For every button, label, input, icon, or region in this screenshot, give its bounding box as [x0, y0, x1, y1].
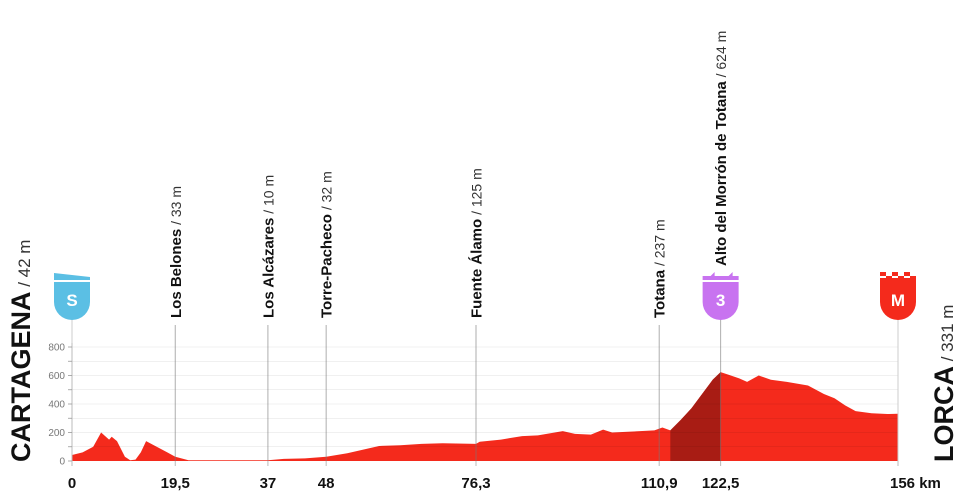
point-elevation: / 10 m [260, 175, 276, 218]
start-label: CARTAGENA / 42 m [6, 240, 36, 462]
checker-square [880, 272, 886, 276]
finish-label: LORCA / 331 m [929, 305, 959, 462]
climb-cat-3-icon: 3 [702, 272, 739, 320]
point-label: Los Alcázares / 10 m [260, 175, 277, 318]
checker-square [892, 272, 898, 276]
x-tick-label: 156 km [890, 475, 941, 492]
y-axis: 0 200 400 600 800 [48, 343, 73, 468]
start-name: CARTAGENA [6, 292, 36, 463]
x-tick-label: 37 [260, 475, 277, 492]
finish-icon-text: M [891, 291, 905, 310]
x-tick-label: 76,3 [461, 475, 490, 492]
profile-area [72, 346, 898, 461]
point-name: Fuente Álamo [468, 219, 485, 318]
point-name: Los Belones [168, 229, 185, 318]
icons: S 3 M [54, 272, 916, 320]
point-name: Alto del Morrón de Totana [713, 81, 730, 266]
point-label: Fuente Álamo / 125 m [468, 168, 485, 318]
point-label: Alto del Morrón de Totana / 624 m [713, 31, 730, 266]
climb-segment-fill [670, 372, 721, 461]
point-labels: Los Belones / 33 m Los Alcázares / 10 m To… [168, 31, 730, 318]
x-tick-label: 122,5 [702, 475, 740, 492]
shield-body [702, 282, 739, 320]
point-label-text: Fuente Álamo / 125 m [468, 168, 485, 318]
point-name: Torre-Pacheco [319, 214, 336, 318]
x-axis: 0 19,5 37 48 76,3 110,9 122,5 156 km [68, 461, 941, 492]
notch-shape [702, 272, 739, 280]
x-tick-label: 48 [318, 475, 335, 492]
profile-fill [72, 372, 898, 461]
point-label: Torre-Pacheco / 32 m [319, 171, 336, 318]
point-label: Los Belones / 33 m [168, 186, 185, 318]
start-elev: / 42 m [15, 240, 34, 292]
checker-band [880, 278, 916, 282]
svg-text:LORCA / 331 m: LORCA / 331 m [929, 305, 959, 462]
y-tick-label: 800 [48, 343, 65, 354]
point-label-text: Los Belones / 33 m [168, 186, 185, 318]
point-elevation: / 237 m [652, 219, 668, 270]
point-elevation: / 32 m [319, 171, 335, 214]
point-name: Totana [652, 269, 669, 318]
point-name: Los Alcázares [260, 218, 277, 318]
x-tick-label: 0 [68, 475, 76, 492]
point-elevation: / 33 m [168, 186, 184, 229]
y-tick-label: 600 [48, 371, 65, 382]
checker-square [904, 272, 910, 276]
point-label-text: Torre-Pacheco / 32 m [319, 171, 336, 318]
flag-shape [54, 273, 90, 280]
point-lines [71, 318, 899, 461]
point-label-text: Totana / 237 m [652, 219, 669, 318]
finish-icon: M [880, 272, 916, 320]
point-label: Totana / 237 m [652, 219, 669, 318]
svg-text:CARTAGENA / 42 m: CARTAGENA / 42 m [6, 240, 36, 462]
point-label-text: Alto del Morrón de Totana / 624 m [713, 31, 730, 266]
finish-name: LORCA [929, 366, 959, 462]
x-tick-label: 110,9 [641, 475, 678, 492]
point-elevation: / 125 m [468, 168, 484, 219]
start-icon: S [54, 273, 90, 320]
y-tick-label: 0 [59, 457, 65, 468]
start-icon-text: S [66, 291, 77, 310]
y-tick-label: 200 [48, 428, 65, 439]
point-label-text: Los Alcázares / 10 m [260, 175, 277, 318]
shield-body [880, 282, 916, 320]
x-tick-label: 19,5 [161, 475, 190, 492]
y-tick-label: 400 [48, 400, 65, 411]
climb-cat-3-icon-text: 3 [716, 291, 725, 310]
shield-body [54, 282, 90, 320]
point-elevation: / 624 m [713, 31, 729, 82]
finish-elev: / 331 m [938, 305, 957, 366]
